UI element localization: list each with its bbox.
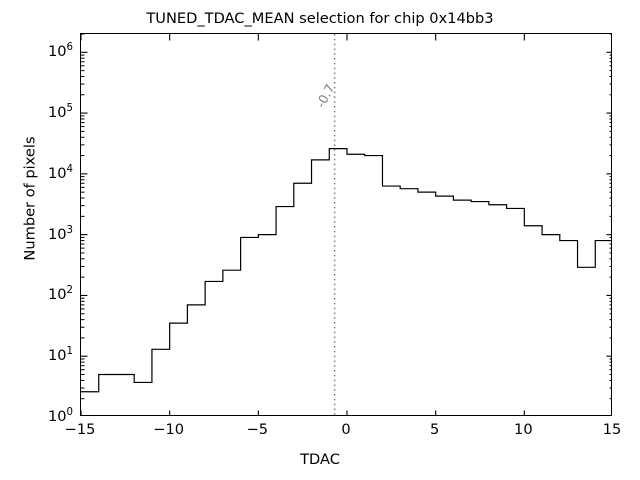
x-axis-label: TDAC	[300, 451, 340, 468]
y-tick-label: 105	[47, 103, 73, 122]
axis-ticks	[81, 34, 611, 415]
y-tick-label: 101	[47, 346, 73, 365]
y-tick-label: 102	[47, 285, 73, 304]
histogram-svg	[81, 34, 611, 415]
x-tick-label: 10	[514, 421, 533, 438]
x-tick-label: −5	[246, 421, 269, 438]
x-tick-label: 15	[602, 421, 622, 438]
y-tick-label: 106	[47, 42, 73, 61]
y-tick-label: 104	[47, 163, 73, 182]
x-tick-label: 5	[430, 421, 440, 438]
y-axis-tick-labels: 100 101 102 103 104 105 106	[0, 0, 73, 480]
x-tick-label: −15	[64, 421, 96, 438]
histogram-step-line	[81, 148, 611, 393]
x-tick-label: 0	[341, 421, 351, 438]
plot-area	[80, 33, 612, 416]
chart-title: TUNED_TDAC_MEAN selection for chip 0x14b…	[146, 10, 494, 27]
y-tick-label: 103	[47, 224, 73, 243]
y-tick-label: 100	[47, 407, 73, 425]
x-tick-label: −10	[153, 421, 185, 438]
